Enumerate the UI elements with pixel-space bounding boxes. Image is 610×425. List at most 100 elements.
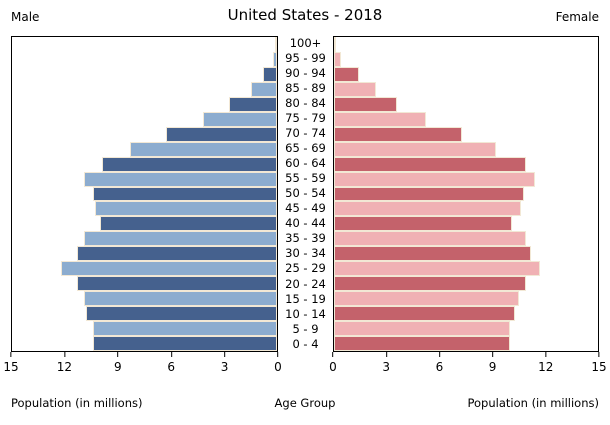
female-bar-row-70-74 [334,126,598,142]
bar-female-45-49 [334,201,521,217]
tick-mark [492,352,494,357]
bar-female-100plus [334,37,336,52]
male-bar-row-40-44 [12,216,277,232]
bar-female-65-69 [334,141,496,157]
male-bar-row-75-79 [12,111,277,127]
bar-male-35-39 [84,231,277,247]
male-axis-label: Population (in millions) [11,396,143,410]
tick-mark [438,352,440,357]
male-bar-row-30-34 [12,246,277,262]
bar-male-100plus [275,37,277,52]
tick-mark [545,352,547,357]
bar-male-55-59 [84,171,277,187]
age-label-15-19: 15 - 19 [285,291,326,306]
tick-label: 15 [591,360,607,374]
bar-male-70-74 [165,126,277,142]
male-bar-row-15-19 [12,291,277,307]
female-bar-row-80-84 [334,96,598,112]
tick-mark [10,352,12,357]
bar-male-30-34 [77,246,277,262]
age-label-100plus: 100+ [289,35,322,50]
bar-female-75-79 [334,111,426,127]
tick-9: 9 [488,352,497,374]
male-bars-plot [11,36,278,352]
tick-label: 12 [538,360,554,374]
bar-male-50-54 [93,186,277,202]
bar-female-20-24 [334,276,526,292]
bar-male-5-9 [93,321,277,337]
age-label-40-44: 40 - 44 [285,216,326,231]
male-bar-row-20-24 [12,276,277,292]
female-bar-row-40-44 [334,216,598,232]
bar-female-15-19 [334,291,519,307]
tick-mark [598,352,600,357]
tick-12: 12 [57,352,72,374]
female-bar-row-65-69 [334,141,598,157]
female-bar-row-45-49 [334,201,598,217]
tick-label: 0 [274,360,282,374]
male-bar-row-65-69 [12,141,277,157]
bar-female-25-29 [334,261,540,277]
tick-15: 15 [3,352,19,374]
chart-title: United States - 2018 [227,6,383,24]
tick-label: 6 [435,360,444,374]
male-x-axis-ticks: 15 12 9 6 3 0 [3,352,282,376]
tick-label: 9 [113,360,122,374]
tick-6: 6 [435,352,444,374]
age-label-10-14: 10 - 14 [285,306,326,321]
tick-label: 15 [3,360,19,374]
bar-female-90-94 [334,66,359,82]
male-bar-row-85-89 [12,81,277,97]
bar-female-60-64 [334,156,526,172]
female-bar-row-25-29 [334,261,598,277]
male-bar-row-70-74 [12,126,277,142]
female-bar-row-15-19 [334,291,598,307]
male-bar-row-10-14 [12,306,277,322]
tick-15: 15 [591,352,607,374]
bar-female-40-44 [334,216,512,232]
age-label-5-9: 5 - 9 [292,321,319,336]
age-label-85-89: 85 - 89 [285,80,326,95]
tick-12: 12 [538,352,553,374]
tick-mark [170,352,172,357]
bar-male-80-84 [229,96,277,112]
female-bar-row-60-64 [334,156,598,172]
age-label-55-59: 55 - 59 [285,171,326,186]
bar-female-85-89 [334,81,377,97]
tick-mark [332,352,334,357]
age-label-0-4: 0 - 4 [292,336,319,351]
bar-female-10-14 [334,306,516,322]
male-bar-rows [12,37,277,352]
bar-male-65-69 [130,141,277,157]
male-bar-row-80-84 [12,96,277,112]
age-label-90-94: 90 - 94 [285,65,326,80]
age-label-70-74: 70 - 74 [285,126,326,141]
age-label-45-49: 45 - 49 [285,201,326,216]
female-bars-plot [333,36,599,352]
male-bar-row-55-59 [12,171,277,187]
male-bar-row-25-29 [12,261,277,277]
bar-female-55-59 [334,171,535,187]
tick-9: 9 [114,352,122,374]
bar-female-95-99 [334,51,342,67]
age-label-75-79: 75 - 79 [285,111,326,125]
female-bar-rows [334,37,598,352]
bar-male-20-24 [77,276,277,292]
male-bar-row-35-39 [12,231,277,247]
female-header-label: Female [555,10,599,24]
bar-male-15-19 [84,291,277,307]
bar-male-10-14 [86,306,277,322]
bar-male-40-44 [100,216,277,232]
tick-label: 9 [488,360,497,374]
female-bar-row-55-59 [334,171,598,187]
age-label-20-24: 20 - 24 [285,276,326,291]
age-label-65-69: 65 - 69 [285,141,326,156]
male-bar-row-90-94 [12,66,277,82]
bar-female-30-34 [334,246,532,262]
female-bar-row-100plus [334,37,598,52]
female-bar-row-90-94 [334,66,598,82]
tick-label: 3 [220,360,229,374]
bar-female-0-4 [334,336,510,352]
tick-label: 0 [329,360,337,374]
